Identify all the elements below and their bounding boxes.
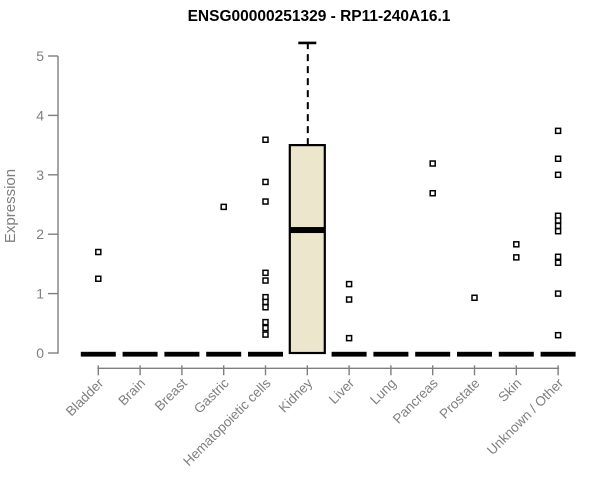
- category-label: Gastric: [191, 375, 232, 416]
- zero-median-bar: [415, 351, 451, 357]
- data-point: [554, 253, 562, 261]
- data-point: [345, 280, 353, 288]
- data-point: [429, 160, 436, 167]
- zero-median-bar: [540, 351, 576, 357]
- data-point: [345, 334, 353, 342]
- zero-median-bar: [206, 351, 242, 357]
- y-tick-label: 4: [36, 107, 44, 123]
- data-point: [262, 331, 269, 338]
- category-label: Pancreas: [390, 375, 441, 426]
- data-point: [95, 248, 102, 256]
- data-point: [554, 259, 562, 266]
- zero-median-bar: [164, 351, 200, 357]
- data-point: [471, 294, 478, 302]
- zero-median-bar: [498, 351, 534, 357]
- zero-median-bar: [331, 351, 367, 357]
- category-label: Bladder: [63, 375, 107, 419]
- data-point: [262, 304, 269, 311]
- zero-median-bar: [248, 351, 283, 357]
- data-point: [554, 331, 562, 339]
- zero-median-bar: [373, 351, 409, 357]
- category-label: Skin: [495, 376, 524, 405]
- data-point: [554, 155, 562, 163]
- category-label: Breast: [152, 375, 190, 413]
- category-label: Lung: [367, 376, 399, 408]
- data-point: [262, 298, 269, 306]
- data-point: [262, 269, 269, 277]
- data-point: [262, 178, 269, 186]
- box-median-line: [289, 227, 325, 234]
- y-tick-label: 1: [36, 286, 44, 302]
- category-label: Kidney: [276, 375, 316, 415]
- category-label: Brain: [115, 376, 148, 409]
- chart-title: ENSG00000251329 - RP11-240A16.1: [187, 8, 451, 25]
- data-point: [262, 324, 269, 332]
- data-point: [554, 227, 562, 235]
- category-label: Liver: [326, 375, 358, 407]
- zero-median-bar: [457, 351, 492, 357]
- y-tick-label: 0: [36, 345, 44, 361]
- data-point: [95, 275, 102, 282]
- y-tick-label: 3: [36, 167, 44, 183]
- y-tick-label: 5: [36, 48, 44, 64]
- zero-median-bar: [122, 351, 158, 357]
- data-point: [262, 198, 269, 205]
- data-point: [262, 136, 269, 144]
- y-tick-label: 2: [36, 226, 44, 242]
- data-point: [345, 296, 353, 303]
- data-point: [554, 127, 562, 135]
- data-point: [513, 241, 520, 248]
- data-point: [262, 318, 269, 326]
- data-point: [554, 171, 562, 179]
- data-point: [220, 203, 227, 211]
- zero-median-bar: [80, 351, 116, 357]
- box-iqr: [288, 144, 326, 355]
- data-point: [554, 222, 562, 230]
- data-point: [262, 277, 269, 284]
- category-label: Unknown / Other: [484, 375, 567, 458]
- data-point: [429, 189, 436, 197]
- data-point: [554, 290, 562, 297]
- data-point: [554, 217, 562, 224]
- data-point: [513, 254, 520, 261]
- category-label: Prostate: [436, 376, 482, 422]
